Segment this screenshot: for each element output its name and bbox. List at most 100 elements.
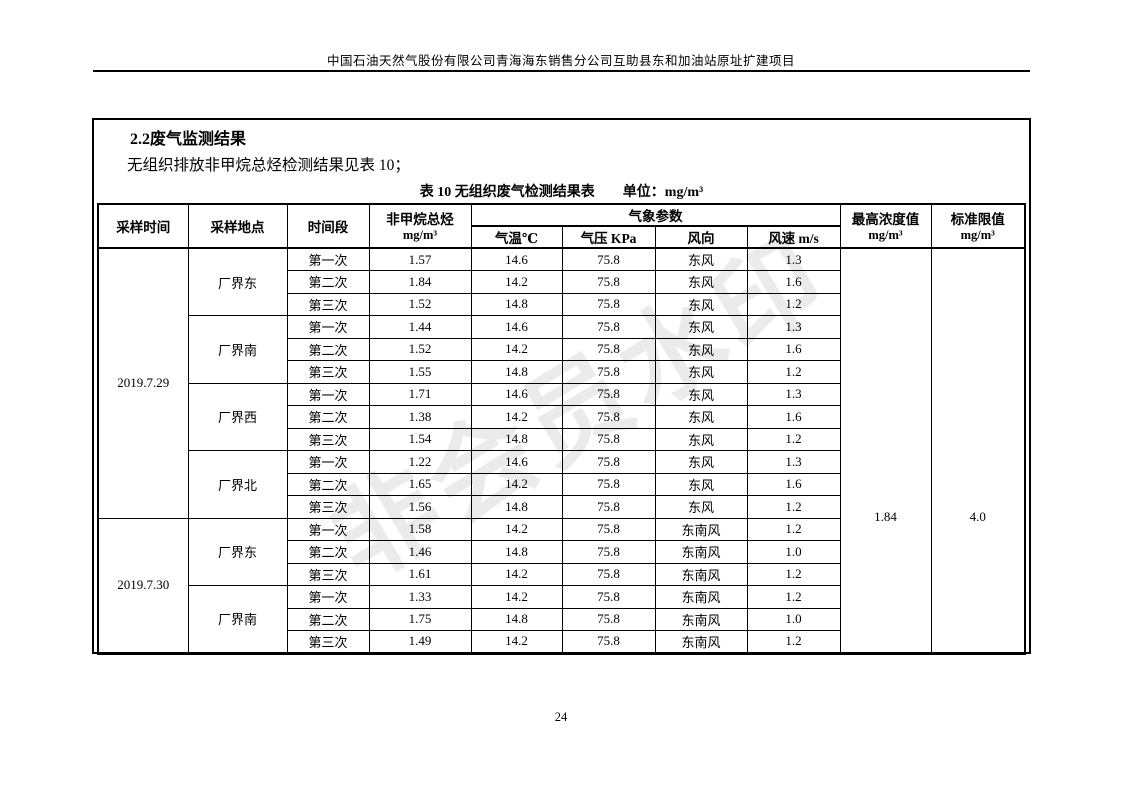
temperature-cell: 14.8: [470, 427, 563, 451]
pressure-cell: 75.8: [561, 495, 656, 519]
sample-date-cell: 2019.7.30: [97, 517, 189, 654]
wind-speed-cell: 1.2: [746, 562, 841, 586]
wind-speed-cell: 1.2: [746, 360, 841, 384]
nmhc-cell: 1.56: [368, 495, 472, 519]
wind-speed-cell: 1.6: [746, 270, 841, 294]
period-cell: 第二次: [286, 472, 370, 496]
wind-direction-cell: 东风: [654, 405, 748, 429]
sample-location-cell: 厂界南: [187, 585, 288, 654]
temperature-cell: 14.8: [470, 607, 563, 631]
nmhc-cell: 1.58: [368, 517, 472, 541]
wind-speed-cell: 1.2: [746, 427, 841, 451]
nmhc-cell: 1.84: [368, 270, 472, 294]
sample-location-cell: 厂界西: [187, 382, 288, 451]
header-wind-direction: 风向: [654, 225, 748, 249]
header-limit-unit: mg/m³: [960, 227, 995, 242]
wind-direction-cell: 东南风: [654, 517, 748, 541]
wind-speed-cell: 1.2: [746, 517, 841, 541]
limit-value-cell: 4.0: [930, 247, 1026, 654]
wind-speed-cell: 1.2: [746, 495, 841, 519]
pressure-cell: 75.8: [561, 337, 656, 361]
header-pressure: 气压 KPa: [561, 225, 656, 249]
wind-direction-cell: 东南风: [654, 630, 748, 654]
pressure-cell: 75.8: [561, 517, 656, 541]
section-heading: 2.2废气监测结果: [130, 131, 247, 148]
pressure-cell: 75.8: [561, 270, 656, 294]
table-caption: 表 10 无组织废气检测结果表 单位：mg/m³: [94, 181, 1029, 201]
header-wind-speed: 风速 m/s: [746, 225, 841, 249]
monitoring-table: 采样时间 采样地点 时间段 非甲烷总烃 mg/m³ 气象参数 最高浓度值 mg/…: [97, 203, 1026, 655]
table-header: 采样时间 采样地点 时间段 非甲烷总烃 mg/m³ 气象参数 最高浓度值 mg/…: [97, 203, 1026, 249]
temperature-cell: 14.2: [470, 517, 563, 541]
nmhc-cell: 1.54: [368, 427, 472, 451]
table-row: 厂界南 第一次 1.33 14.2 75.8 东南风 1.2: [98, 585, 1025, 654]
pressure-cell: 75.8: [561, 450, 656, 474]
table-header-row-2: 气温℃ 气压 KPa 风向 风速 m/s: [98, 225, 1025, 249]
pressure-cell: 75.8: [561, 585, 656, 609]
nmhc-cell: 1.75: [368, 607, 472, 631]
temperature-cell: 14.2: [470, 585, 563, 609]
temperature-cell: 14.8: [470, 540, 563, 564]
period-cell: 第三次: [286, 562, 370, 586]
max-value-cell: 1.84: [839, 247, 932, 654]
temperature-cell: 14.2: [470, 472, 563, 496]
period-cell: 第一次: [286, 450, 370, 474]
limit-value: 4.0: [969, 509, 986, 524]
period-cell: 第三次: [286, 427, 370, 451]
temperature-cell: 14.2: [470, 562, 563, 586]
wind-direction-cell: 东南风: [654, 562, 748, 586]
nmhc-cell: 1.61: [368, 562, 472, 586]
temperature-cell: 14.2: [470, 270, 563, 294]
temperature-cell: 14.8: [470, 495, 563, 519]
wind-direction-cell: 东风: [654, 472, 748, 496]
header-temperature: 气温℃: [470, 225, 563, 249]
header-max-value-label: 最高浓度值: [851, 211, 920, 227]
table-caption-unit: 单位：mg/m³: [622, 185, 704, 200]
temperature-cell: 14.2: [470, 405, 563, 429]
sample-date-cell: 2019.7.29: [97, 247, 189, 519]
header-sample-location: 采样地点: [187, 203, 288, 249]
period-cell: 第一次: [286, 315, 370, 339]
wind-direction-cell: 东风: [654, 315, 748, 339]
wind-direction-cell: 东风: [654, 337, 748, 361]
table-row: 第三次 1.49 14.2 75.8 东南风 1.2: [98, 630, 1025, 654]
wind-speed-cell: 1.6: [746, 337, 841, 361]
nmhc-cell: 1.38: [368, 405, 472, 429]
wind-speed-cell: 1.3: [746, 315, 841, 339]
nmhc-cell: 1.52: [368, 337, 472, 361]
header-nmhc-label: 非甲烷总烃: [386, 211, 454, 227]
sample-location-cell: 厂界南: [187, 315, 288, 384]
temperature-cell: 14.6: [470, 450, 563, 474]
nmhc-cell: 1.57: [368, 247, 472, 271]
table-row: 第二次 1.75 14.8 75.8 东南风 1.0: [98, 607, 1025, 631]
header-max-value-unit: mg/m³: [868, 227, 903, 242]
temperature-cell: 14.8: [470, 360, 563, 384]
wind-direction-cell: 东风: [654, 450, 748, 474]
period-cell: 第一次: [286, 382, 370, 406]
period-cell: 第一次: [286, 585, 370, 609]
nmhc-cell: 1.65: [368, 472, 472, 496]
pressure-cell: 75.8: [561, 562, 656, 586]
header-limit-label: 标准限值: [950, 211, 1005, 227]
wind-direction-cell: 东风: [654, 382, 748, 406]
table-row: 厂界南 第一次 1.44 14.6 75.8 东风 1.3: [98, 315, 1025, 384]
wind-speed-cell: 1.2: [746, 292, 841, 316]
period-cell: 第二次: [286, 405, 370, 429]
table-row: 第三次 1.52 14.8 75.8 东风 1.2: [98, 292, 1025, 316]
header-max-value: 最高浓度值 mg/m³: [839, 203, 932, 249]
nmhc-cell: 1.49: [368, 630, 472, 654]
period-cell: 第二次: [286, 540, 370, 564]
table-row: 第二次 1.84 14.2 75.8 东风 1.6: [98, 270, 1025, 294]
nmhc-cell: 1.22: [368, 450, 472, 474]
temperature-cell: 14.6: [470, 315, 563, 339]
document-header-title: 中国石油天然气股份有限公司青海海东销售分公司互助县东和加油站原址扩建项目: [326, 54, 795, 68]
nmhc-cell: 1.44: [368, 315, 472, 339]
wind-speed-cell: 1.6: [746, 472, 841, 496]
pressure-cell: 75.8: [561, 315, 656, 339]
wind-direction-cell: 东风: [654, 360, 748, 384]
period-cell: 第三次: [286, 495, 370, 519]
wind-direction-cell: 东风: [654, 292, 748, 316]
temperature-cell: 14.6: [470, 382, 563, 406]
period-cell: 第二次: [286, 607, 370, 631]
